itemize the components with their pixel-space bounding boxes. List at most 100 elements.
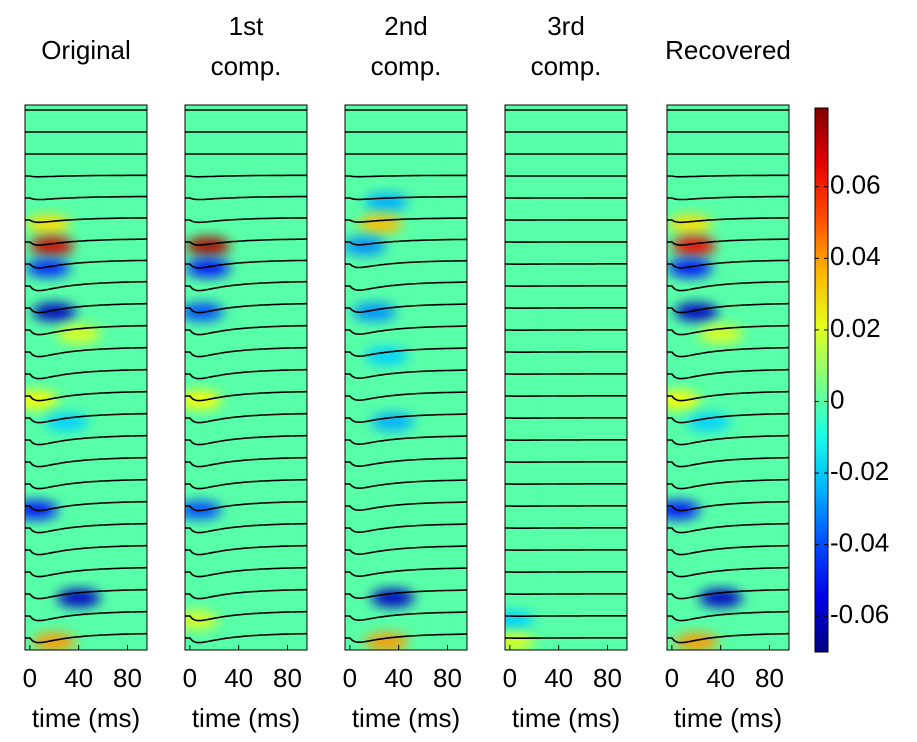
trace xyxy=(185,195,307,201)
heat-blob xyxy=(668,259,713,277)
trace xyxy=(25,478,147,490)
x-axis-label: time (ms) xyxy=(674,703,782,733)
trace xyxy=(667,610,789,622)
trace xyxy=(185,280,307,292)
colorbar-tick-label: -0.02 xyxy=(830,456,889,486)
trace xyxy=(667,588,789,600)
colorbar-tick-label: 0.04 xyxy=(830,241,881,271)
trace xyxy=(25,302,147,314)
trace xyxy=(25,412,147,424)
panel-frame xyxy=(24,104,148,651)
x-tick-label: 0 xyxy=(183,663,197,693)
trace xyxy=(667,390,789,402)
panel xyxy=(345,105,467,650)
trace xyxy=(185,566,307,578)
trace xyxy=(25,500,147,512)
trace xyxy=(185,302,307,314)
trace xyxy=(345,479,467,490)
trace xyxy=(25,346,147,358)
trace xyxy=(185,478,307,490)
trace xyxy=(185,259,307,269)
x-axis-label: time (ms) xyxy=(352,703,460,733)
panel-title: comp. xyxy=(531,51,602,81)
heat-blob xyxy=(26,259,71,277)
x-tick-label: 80 xyxy=(433,663,462,693)
trace xyxy=(345,567,467,578)
heat-blob xyxy=(671,237,716,255)
x-tick-label: 80 xyxy=(593,663,622,693)
x-tick-label: 80 xyxy=(273,663,302,693)
trace xyxy=(345,260,467,269)
trace xyxy=(345,325,467,336)
trace xyxy=(25,217,147,224)
panel xyxy=(25,105,147,650)
trace xyxy=(25,324,147,336)
heat-blob xyxy=(186,259,231,277)
trace xyxy=(185,346,307,358)
heat-blob xyxy=(505,633,535,650)
panel-frame xyxy=(344,104,468,651)
x-tick-label: 40 xyxy=(706,663,735,693)
trace xyxy=(345,501,467,512)
heat-blob xyxy=(370,589,415,607)
panel-title: comp. xyxy=(371,51,442,81)
trace xyxy=(345,545,467,556)
trace xyxy=(667,217,789,224)
trace xyxy=(185,390,307,402)
trace xyxy=(185,456,307,468)
x-tick-label: 40 xyxy=(64,663,93,693)
heat-blob xyxy=(674,633,719,650)
panel-title: Original xyxy=(41,35,131,65)
trace xyxy=(25,174,147,178)
x-tick-label: 40 xyxy=(384,663,413,693)
x-tick-label: 40 xyxy=(224,663,253,693)
trace xyxy=(667,522,789,534)
heat-blob xyxy=(26,215,71,233)
trace xyxy=(185,544,307,556)
colorbar-tick-label: -0.04 xyxy=(830,528,889,558)
trace xyxy=(667,324,789,336)
heat-blob xyxy=(370,413,415,431)
trace xyxy=(667,174,789,178)
trace xyxy=(667,456,789,468)
heat-blob xyxy=(32,633,77,650)
trace xyxy=(345,589,467,600)
trace xyxy=(25,456,147,468)
trace xyxy=(25,434,147,446)
trace xyxy=(667,632,789,644)
panel xyxy=(185,105,307,650)
trace xyxy=(25,238,147,246)
trace xyxy=(185,368,307,380)
trace xyxy=(345,523,467,534)
trace xyxy=(667,500,789,512)
panel-title: comp. xyxy=(211,51,282,81)
colorbar-tick-label: 0 xyxy=(830,384,844,414)
heat-blob xyxy=(44,413,89,431)
trace xyxy=(185,434,307,446)
trace xyxy=(185,217,307,224)
trace xyxy=(345,174,467,178)
colorbar-tick-label: 0.06 xyxy=(830,170,881,200)
x-tick-label: 80 xyxy=(755,663,784,693)
trace xyxy=(667,280,789,292)
panel-frame xyxy=(184,104,308,651)
trace xyxy=(25,522,147,534)
trace xyxy=(185,324,307,336)
trace xyxy=(667,368,789,380)
trace xyxy=(667,544,789,556)
trace xyxy=(185,522,307,534)
trace xyxy=(667,259,789,269)
x-tick-label: 80 xyxy=(113,663,142,693)
trace xyxy=(667,346,789,358)
panel-frame xyxy=(666,104,790,651)
heat-blob xyxy=(32,303,77,321)
x-axis-label: time (ms) xyxy=(32,703,140,733)
trace xyxy=(185,610,307,622)
trace xyxy=(345,281,467,292)
trace xyxy=(345,369,467,380)
trace xyxy=(25,259,147,269)
x-tick-label: 0 xyxy=(665,663,679,693)
x-tick-label: 0 xyxy=(503,663,517,693)
